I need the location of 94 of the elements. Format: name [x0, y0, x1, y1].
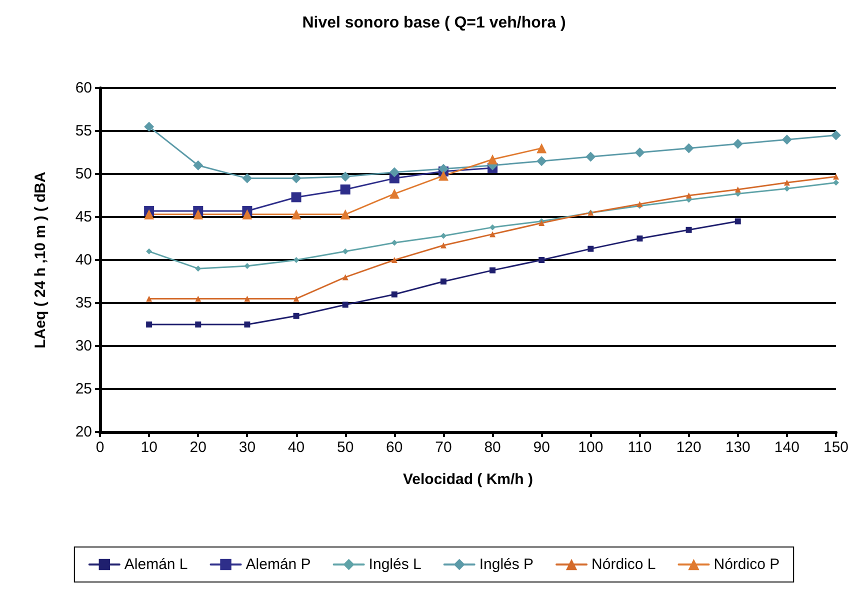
point	[193, 209, 204, 220]
point	[146, 296, 152, 302]
legend-label: Alemán L	[124, 556, 188, 573]
point	[391, 257, 398, 263]
point	[536, 143, 547, 154]
point	[340, 172, 350, 182]
legend-label: Nórdico P	[714, 556, 780, 573]
point	[440, 232, 446, 239]
y-axis-title: LAeq ( 24 h ,10 m ) ( dBA	[32, 171, 49, 348]
x-tick-label: 100	[578, 439, 604, 456]
legend-label: Inglés P	[479, 556, 534, 573]
point	[342, 302, 348, 308]
x-tick-label: 130	[725, 439, 750, 456]
x-tick-label: 30	[238, 439, 256, 456]
point	[293, 312, 300, 319]
y-tick-label: 60	[75, 80, 92, 96]
point	[782, 134, 792, 145]
x-tick-label: 20	[190, 439, 206, 456]
point	[440, 242, 446, 248]
y-tick-label: 35	[75, 294, 92, 312]
point	[636, 236, 643, 242]
point	[291, 173, 302, 184]
point	[833, 174, 839, 180]
point	[340, 184, 350, 194]
x-tick-label: 70	[435, 439, 452, 456]
point	[195, 322, 202, 328]
x-tick-label: 50	[336, 439, 354, 456]
x-tick-label: 140	[774, 439, 800, 456]
point	[784, 180, 790, 186]
point	[438, 170, 448, 181]
point	[244, 296, 250, 302]
point	[490, 231, 496, 238]
x-tick-label: 80	[484, 439, 501, 456]
point	[440, 278, 446, 284]
point	[244, 322, 250, 328]
point	[195, 296, 202, 302]
point	[588, 246, 594, 252]
x-tick-label: 120	[676, 439, 702, 456]
legend-label: Alemán P	[246, 556, 311, 573]
point	[195, 266, 202, 272]
point	[831, 130, 841, 140]
y-tick-label: 45	[75, 208, 92, 226]
point	[536, 156, 547, 166]
point	[833, 180, 839, 186]
point	[784, 186, 790, 192]
point	[342, 248, 348, 254]
point	[586, 152, 596, 162]
legend-label: Inglés L	[368, 556, 422, 573]
point	[538, 257, 545, 263]
point	[389, 167, 400, 178]
x-tick-label: 110	[628, 439, 652, 456]
point	[391, 240, 398, 246]
point	[686, 226, 692, 233]
x-tick-label: 10	[140, 439, 158, 456]
point	[389, 188, 400, 199]
point	[193, 160, 204, 170]
point	[686, 192, 692, 198]
point	[293, 296, 300, 302]
point	[146, 322, 152, 328]
y-tick-label: 55	[75, 122, 92, 140]
y-tick-label: 30	[75, 338, 92, 354]
point	[490, 267, 496, 274]
point	[391, 291, 398, 298]
point	[634, 148, 645, 158]
point	[342, 274, 348, 280]
point	[291, 209, 302, 220]
y-tick-label: 25	[75, 380, 92, 398]
point	[242, 173, 252, 184]
x-axis-title: Velocidad ( Km/h )	[402, 471, 534, 488]
point	[490, 224, 496, 230]
legend-label: Nórdico L	[592, 556, 656, 573]
y-tick-label: 40	[75, 252, 92, 268]
point	[146, 248, 152, 254]
point	[684, 143, 694, 154]
x-tick-label: 60	[386, 439, 403, 456]
y-tick-label: 50	[75, 166, 92, 182]
point	[144, 122, 154, 132]
point	[734, 218, 741, 224]
point	[340, 209, 350, 220]
point	[293, 257, 300, 263]
chart-title: Nivel sonoro base ( Q=1 veh/hora )	[302, 14, 566, 32]
point	[438, 164, 448, 174]
point	[242, 209, 252, 220]
y-tick-label: 20	[75, 424, 92, 440]
point	[734, 186, 741, 192]
x-tick-label: 90	[533, 439, 550, 456]
point	[244, 263, 250, 270]
x-tick-label: 150	[823, 439, 849, 456]
x-tick-label: 0	[96, 439, 104, 456]
point	[732, 138, 743, 149]
point	[291, 192, 302, 202]
point	[144, 209, 154, 220]
x-tick-label: 40	[288, 439, 305, 456]
point	[488, 154, 498, 164]
